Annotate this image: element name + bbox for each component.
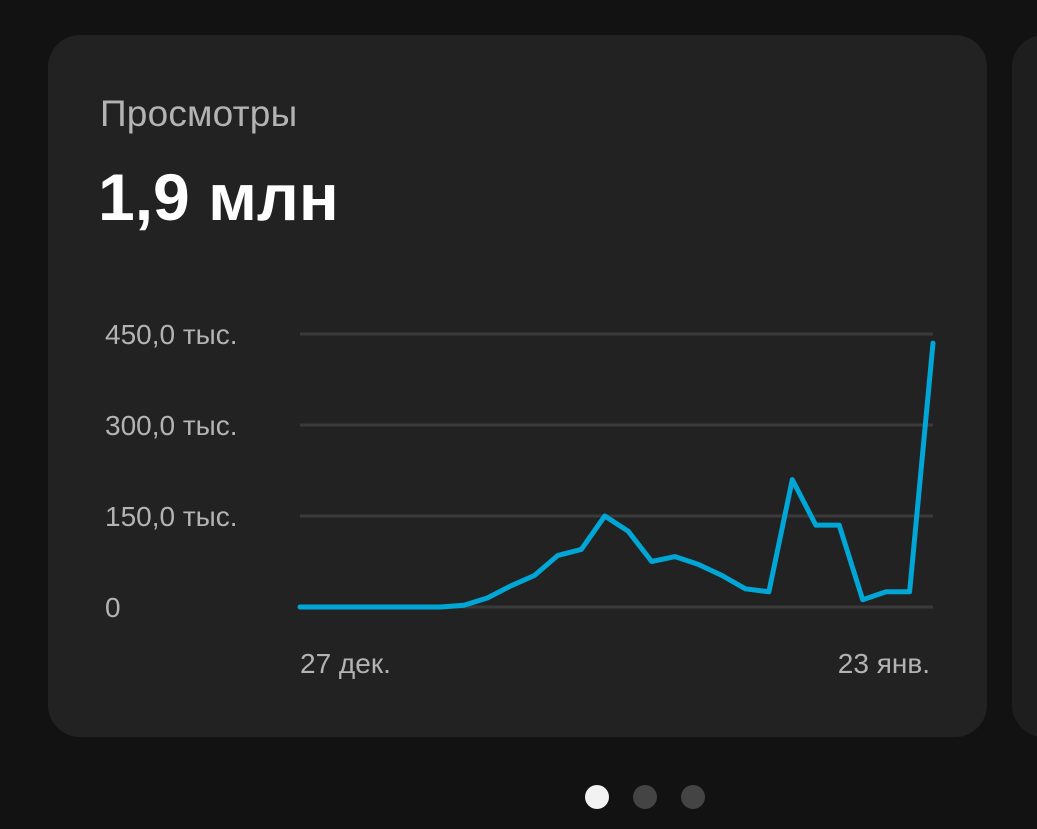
views-card[interactable]: Просмотры 1,9 млн 0 150,0 тыс. 300,0 тыс. 4… <box>48 35 987 737</box>
y-tick-label-1: 150,0 тыс. <box>105 501 238 532</box>
views-line-chart: 0 150,0 тыс. 300,0 тыс. 450,0 тыс. 27 дек. 23… <box>105 319 936 679</box>
y-tick-label-3: 450,0 тыс. <box>105 319 238 350</box>
pagination-dot-2[interactable] <box>633 785 657 809</box>
views-total-value: 1,9 млн <box>98 160 339 234</box>
y-tick-label-0: 0 <box>105 592 121 623</box>
pagination-dot-3[interactable] <box>681 785 705 809</box>
x-tick-label-end: 23 янв. <box>838 648 930 679</box>
pagination-dot-1[interactable] <box>585 785 609 809</box>
pagination-dots <box>585 785 705 809</box>
y-tick-label-2: 300,0 тыс. <box>105 410 238 441</box>
next-card-peek[interactable] <box>1012 35 1037 737</box>
series-line-views <box>297 340 936 610</box>
card-title: Просмотры <box>100 93 298 134</box>
x-tick-label-start: 27 дек. <box>300 648 391 679</box>
